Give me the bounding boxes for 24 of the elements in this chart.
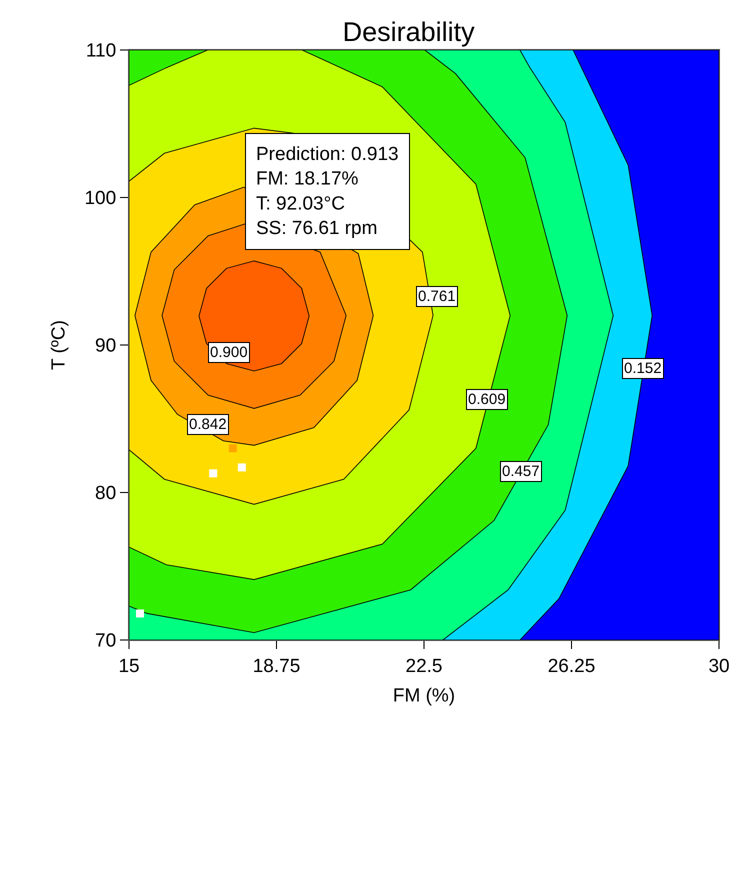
y-tick-label: 110 (86, 40, 116, 62)
annotation: 0.900 (210, 344, 248, 361)
annotation: Prediction: 0.913 FM: 18.17% T: 92.03°C SS: 76.61 rpm (256, 144, 399, 240)
y-tick-label: 80 (95, 483, 116, 504)
x-tick-label: 30 (708, 656, 730, 677)
x-tick-label: 18.75 (252, 656, 300, 677)
x-tick-label: 22.5 (406, 656, 442, 677)
chart-title: Desirability (342, 16, 476, 47)
y-tick-label: 70 (95, 630, 116, 652)
x-axis-title: FM (%) (392, 686, 456, 707)
y-tick-label: 90 (95, 336, 116, 357)
annotation: 0.152 (624, 360, 662, 377)
point (136, 609, 144, 618)
y-tick-label: 100 (84, 188, 116, 210)
y-axis-title: T (ºC) (48, 320, 70, 370)
x-tick-label: 26.25 (548, 656, 596, 677)
annotation: 0.457 (502, 463, 540, 480)
x-tick-label: 15 (118, 656, 140, 677)
annotation: 0.842 (189, 416, 227, 433)
annotation: 0.609 (468, 391, 506, 408)
point (209, 469, 218, 478)
point (238, 463, 246, 472)
point (228, 444, 237, 452)
annotation: 0.761 (418, 288, 456, 305)
